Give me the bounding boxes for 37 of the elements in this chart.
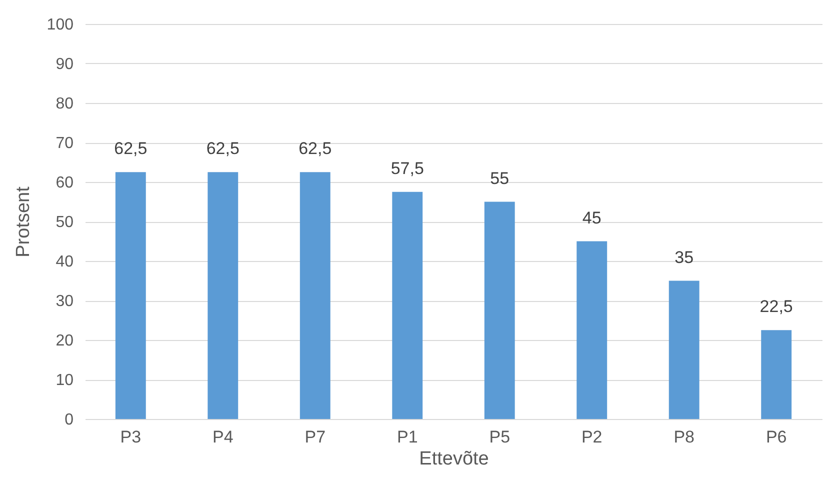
data-label: 62,5 (114, 139, 148, 158)
y-tick-label: 90 (56, 56, 74, 73)
y-tick-label: 30 (56, 293, 74, 310)
y-tick-label: 40 (56, 254, 74, 270)
bar (208, 172, 238, 419)
data-label: 57,5 (390, 158, 424, 178)
y-tick-label: 80 (56, 96, 74, 112)
x-tick-label: P8 (674, 428, 694, 446)
y-tick-label: 70 (56, 135, 74, 152)
bar (484, 202, 515, 419)
y-tick-label: 20 (56, 332, 74, 350)
bar (576, 241, 608, 419)
data-label: 35 (674, 248, 694, 267)
x-tick-label: P4 (212, 428, 234, 446)
data-label: 62,5 (206, 139, 240, 158)
x-tick-label: P6 (766, 428, 787, 446)
y-tick-label: 50 (56, 214, 74, 231)
y-tick-label: 10 (56, 372, 74, 389)
bar (300, 172, 330, 419)
bar (115, 172, 146, 419)
x-tick-label: P2 (581, 428, 602, 446)
bar (392, 192, 423, 419)
y-tick-label: 60 (56, 174, 74, 192)
bar (761, 330, 792, 419)
bar (668, 280, 700, 419)
x-tick-label: P1 (396, 428, 418, 446)
x-tick-label: P5 (489, 428, 510, 446)
y-axis-title: Protsent (12, 186, 34, 258)
data-label: 55 (490, 168, 510, 188)
x-tick-label: P7 (304, 428, 326, 446)
y-tick-label: 100 (46, 16, 74, 34)
x-tick-label: P3 (120, 428, 142, 446)
data-label: 22,5 (760, 297, 793, 316)
data-label: 62,5 (298, 139, 332, 158)
data-label: 45 (582, 208, 602, 228)
y-tick-label: 0 (64, 412, 74, 428)
x-axis-title: Ettevõte (419, 448, 489, 470)
